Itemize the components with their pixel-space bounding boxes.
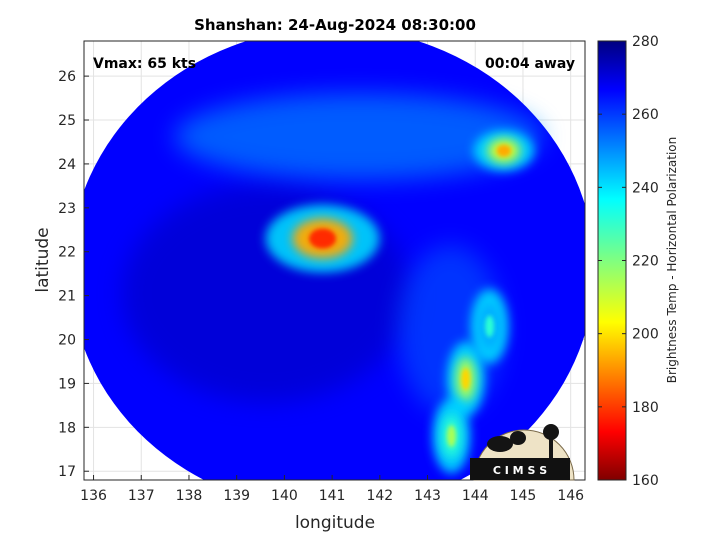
eyewall-core [309,228,337,249]
x-tick-label: 146 [557,488,584,504]
x-tick-label: 140 [271,488,298,504]
convection-core [496,144,512,157]
x-tick-label: 141 [319,488,346,504]
colorbar-tick-label: 240 [632,180,659,196]
x-ticks: 136 137 138 139 140 141 142 143 144 145 146 [80,475,584,504]
colorbar-tick-label: 160 [632,473,659,489]
y-tick-label: 26 [58,69,76,85]
x-tick-label: 143 [414,488,441,504]
colorbar-label: Brightness Temp - Horizontal Polarizatio… [665,137,679,384]
rainband-core [446,425,456,448]
y-tick-label: 24 [58,157,76,173]
colorbar-tick-label: 180 [632,400,659,416]
colorbar-tick-label: 220 [632,254,659,270]
x-tick-label: 139 [223,488,250,504]
vmax-label: Vmax: 65 kts [93,56,196,72]
y-tick-label: 25 [58,113,76,129]
time-away-label: 00:04 away [485,56,575,72]
x-tick-label: 142 [366,488,393,504]
plot-area: 136 137 138 139 140 141 142 143 144 145 146 17 18 19… [58,40,586,504]
colorbar-tick-label: 280 [632,34,659,50]
logo-tower-ball [543,424,559,440]
logo-text: C I M S S [493,464,547,477]
logo-dish-left [487,436,513,452]
x-tick-label: 138 [176,488,203,504]
colorbar-tick-label: 200 [632,327,659,343]
rainband-core [485,315,495,338]
logo-dish-right [510,431,526,445]
axes-frame [83,40,586,481]
logo-bar [470,458,570,480]
colorbar: 160 180 200 220 240 260 280 Brightness Temp - … [597,34,679,489]
logo-tower-mast [549,438,553,458]
colorbar-gradient [597,40,627,481]
x-tick-label: 145 [510,488,537,504]
heatmap-field [84,41,585,480]
y-tick-label: 20 [58,333,76,349]
chart-title: Shanshan: 24-Aug-2024 08:30:00 [194,16,476,34]
y-tick-label: 18 [58,420,76,436]
x-axis-label: longitude [295,513,375,533]
x-tick-label: 136 [80,488,107,504]
y-tick-label: 19 [58,376,76,392]
y-axis-label: latitude [33,227,53,292]
swath-northern-band [174,93,543,180]
x-tick-label: 144 [462,488,489,504]
rainband-core [461,368,471,391]
colorbar-ticks: 160 180 200 220 240 260 280 [598,34,659,489]
colorbar-tick-label: 260 [632,107,659,123]
y-tick-label: 17 [58,464,76,480]
y-tick-label: 21 [58,289,76,305]
y-tick-label: 23 [58,201,76,217]
swath-warm-core [122,184,411,403]
y-tick-label: 22 [58,245,76,261]
x-tick-label: 137 [128,488,155,504]
cimss-logo: C I M S S [470,424,575,481]
y-ticks: 17 18 19 20 21 22 23 24 25 26 [58,69,89,480]
